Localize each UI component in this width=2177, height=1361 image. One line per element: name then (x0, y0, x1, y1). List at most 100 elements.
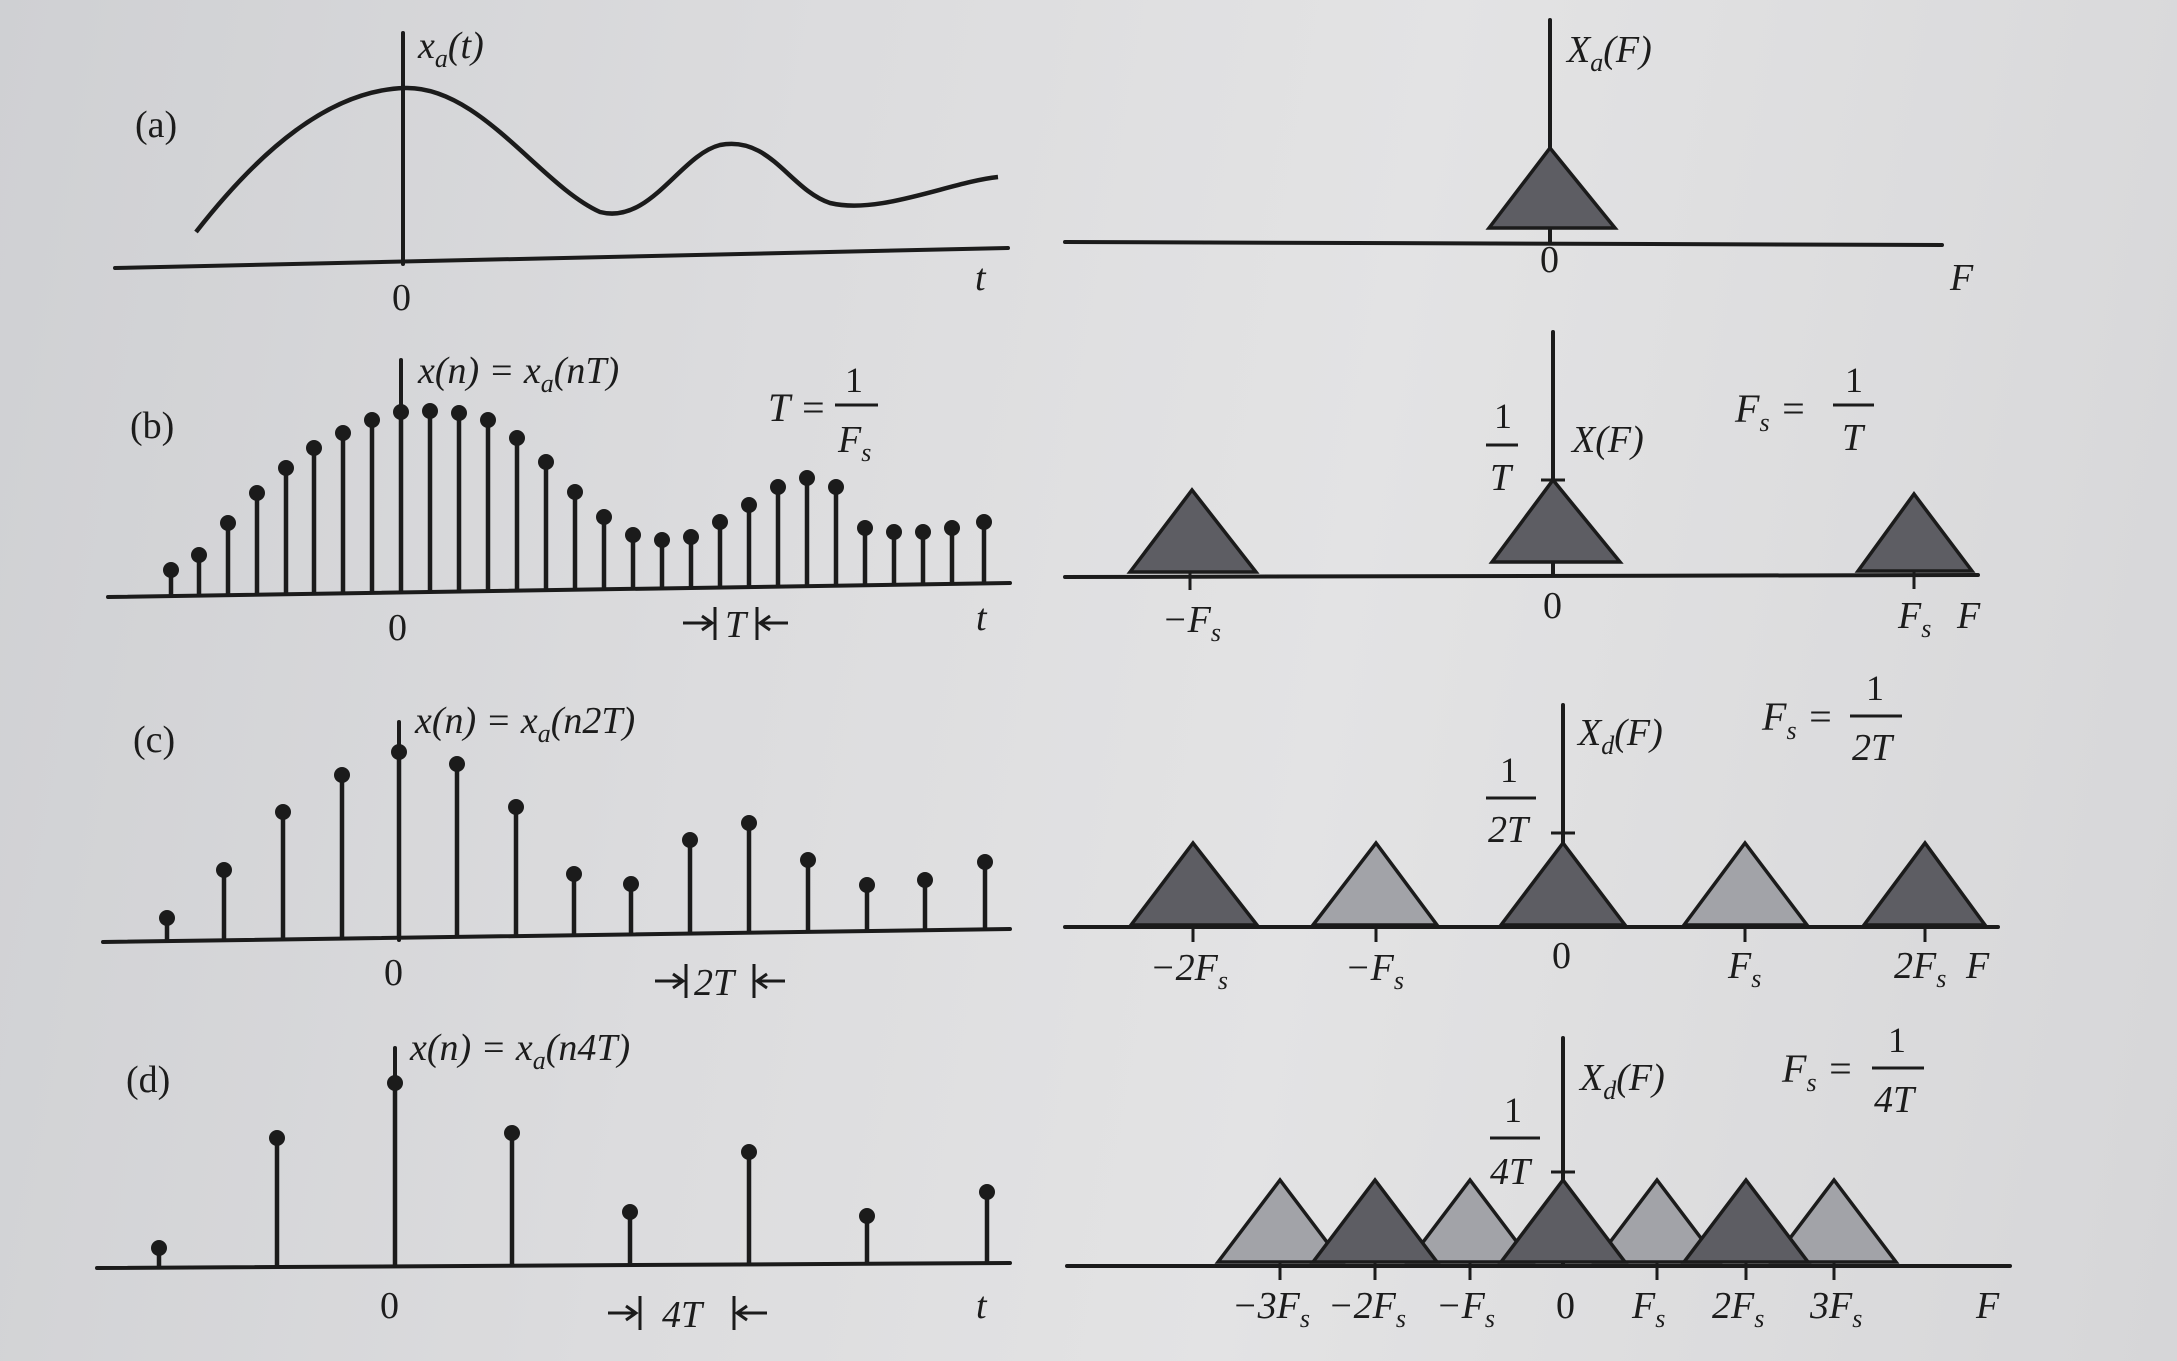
panel-b-sample-dot (741, 497, 757, 513)
panel-b-spectrum-copy-left (1126, 487, 1260, 574)
panel-c-sample-dot (741, 815, 757, 831)
panel-b-sample-dot (712, 514, 728, 530)
panel-c-freq-title: Xd(F) (1576, 712, 1663, 760)
panel-b-sample-dot (335, 425, 351, 441)
panel-a: (a) xa(t) 0 t Xa(F) 0 F (113, 18, 1974, 319)
panel-c-sample-dot (216, 862, 232, 878)
svg-text:Fs =: Fs = (1761, 694, 1834, 745)
panel-b-time-title: x(n) = xa(nT) (417, 350, 619, 398)
panel-b-freq-axis-label: F (1956, 595, 1981, 637)
panel-d-freq-title: Xd(F) (1578, 1057, 1665, 1105)
panel-d-sample-dot (859, 1208, 875, 1224)
panel-a-freq-axis (1063, 240, 1944, 247)
panel-c-time-origin: 0 (384, 952, 403, 994)
panel-b-tick-neg-fs: −Fs (1162, 599, 1221, 647)
panel-d: (d) x(n) = xa(n4T) 0 t 4T 1 (95, 1020, 2012, 1336)
panel-c-freq-axis-label: F (1965, 945, 1990, 987)
panel-c-sample-dot (391, 744, 407, 760)
svg-text:2T: 2T (694, 962, 737, 1004)
panel-b-sample-dot (770, 479, 786, 495)
svg-text:2T: 2T (1852, 727, 1895, 769)
panel-d-spectrum-copy-0 (1497, 1177, 1629, 1264)
panel-d-time-origin: 0 (380, 1285, 399, 1327)
panel-a-time-title: xa(t) (417, 25, 484, 73)
panel-a-time-axis-label: t (975, 257, 987, 299)
panel-c-spectrum-copy-0 (1497, 840, 1629, 927)
panel-d-sample-dot (504, 1125, 520, 1141)
panel-c-sample-dot (508, 799, 524, 815)
panel-b-sample-dot (480, 412, 496, 428)
panel-c-sample-dot (623, 876, 639, 892)
panel-b-sample-dot (220, 515, 236, 531)
svg-text:1: 1 (845, 360, 863, 400)
svg-text:Fs =: Fs = (1781, 1046, 1854, 1097)
panel-d-amplitude-label: 1 4T (1490, 1090, 1540, 1193)
panel-b-sample-dot (654, 532, 670, 548)
panel-d-sample-dot (269, 1130, 285, 1146)
panel-c-spectrum-copy-pos1 (1680, 840, 1811, 927)
panel-c-freq-origin: 0 (1552, 935, 1571, 977)
panel-b-period-equation: T = 1 Fs (768, 360, 878, 467)
panel-c-spectrum-copy-neg2 (1127, 840, 1261, 927)
panel-b-sample-dot (191, 547, 207, 563)
panel-c-sample-dot (917, 872, 933, 888)
panel-b-sample-dot (364, 412, 380, 428)
panel-b-sample-dot (249, 485, 265, 501)
panel-c-spectrum-copy-pos2 (1860, 840, 1989, 927)
panel-d-stems (151, 1075, 995, 1268)
panel-b-sample-dot (976, 514, 992, 530)
panel-b-sample-dot (278, 460, 294, 476)
panel-b: (b) x(n) = xa(nT) T = 1 Fs 0 t T 1 (106, 330, 1981, 649)
panel-c-stems (159, 744, 993, 942)
svg-text:1: 1 (1866, 668, 1884, 708)
panel-c-sample-dot (159, 910, 175, 926)
panel-b-sample-dot (422, 403, 438, 419)
svg-text:1: 1 (1494, 396, 1512, 436)
panel-c-label: (c) (133, 719, 175, 761)
panel-b-sample-dot (451, 405, 467, 421)
panel-b-time-axis-label: t (976, 597, 988, 639)
panel-d-sample-dot (979, 1184, 995, 1200)
panel-d-freq-axis-label: F (1975, 1285, 2000, 1327)
panel-c-time-title: x(n) = xa(n2T) (414, 700, 635, 748)
panel-b-amplitude-label: 1 T (1486, 396, 1518, 499)
panel-b-sample-dot (799, 470, 815, 486)
svg-text:4T: 4T (662, 1294, 705, 1336)
panel-b-sample-dot (944, 520, 960, 536)
panel-d-sample-dot (741, 1144, 757, 1160)
panel-c-tick-2fs: 2Fs (1894, 945, 1946, 993)
svg-text:1: 1 (1504, 1090, 1522, 1130)
panel-d-spectrum-copy-neg2 (1309, 1177, 1441, 1264)
panel-d-sample-dot (151, 1240, 167, 1256)
svg-text:1: 1 (1888, 1020, 1906, 1060)
svg-text:1: 1 (1845, 360, 1863, 400)
panel-a-label: (a) (135, 104, 177, 146)
panel-a-time-origin: 0 (392, 277, 411, 319)
panel-b-freq-origin: 0 (1543, 585, 1562, 627)
panel-b-freq-title: X(F) (1570, 419, 1644, 461)
panel-b-sample-dot (306, 440, 322, 456)
panel-b-sample-dot (509, 430, 525, 446)
svg-text:Fs =: Fs = (1734, 386, 1807, 437)
panel-d-spectrum-copy-pos2 (1680, 1177, 1812, 1264)
panel-c-spectrum-copy-neg1 (1309, 840, 1441, 927)
panel-b-time-axis (106, 581, 1012, 599)
panel-b-spectrum-copy-right (1854, 491, 1976, 573)
panel-a-spectrum (1485, 145, 1619, 230)
svg-text:4T: 4T (1490, 1151, 1533, 1193)
panel-c-sample-dot (977, 854, 993, 870)
panel-c-fs-equation: Fs = 1 2T (1761, 668, 1902, 769)
panel-c-sample-dot (566, 866, 582, 882)
panel-c-time-axis (101, 927, 1012, 944)
panel-c-sample-dot (334, 767, 350, 783)
svg-text:1: 1 (1500, 750, 1518, 790)
svg-text:T: T (1842, 417, 1866, 459)
svg-text:T =: T = (768, 385, 827, 430)
panel-d-tick-neg3fs: −3Fs (1232, 1285, 1310, 1333)
panel-d-tick-3fs: 3Fs (1809, 1285, 1862, 1333)
panel-c-tick-fs: Fs (1727, 945, 1761, 993)
panel-b-sample-dot (393, 404, 409, 420)
panel-c-sample-dot (859, 877, 875, 893)
panel-b-time-origin: 0 (388, 607, 407, 649)
panel-a-freq-axis-label: F (1949, 257, 1974, 299)
